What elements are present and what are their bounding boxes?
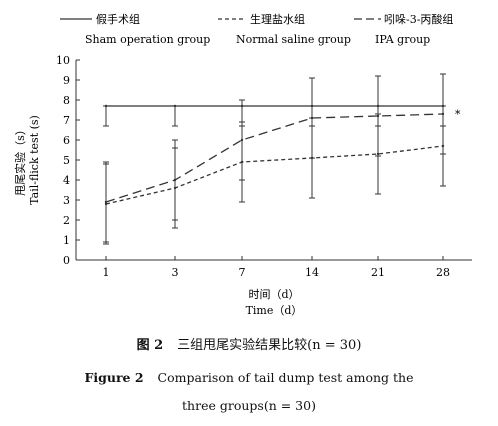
y-ticks: 0 1 2 3 4 5 6 7 8 9 10 (56, 54, 80, 267)
axes (75, 60, 472, 261)
y-tick-label: 6 (63, 134, 70, 147)
y-axis-label-cn: 甩尾实验（s） (13, 124, 27, 196)
legend-label-saline-en: Normal saline group (236, 33, 351, 46)
legend: 假手术组 Sham operation group 生理盐水组 Normal s… (60, 12, 453, 46)
data-point-ipa (173, 178, 177, 182)
legend-item-saline: 生理盐水组 Normal saline group (218, 12, 351, 46)
legend-label-ipa-cn: 吲哚-3-丙酸组 (384, 12, 453, 26)
legend-item-ipa: 吲哚-3-丙酸组 IPA group (354, 12, 453, 46)
caption-en-line2: three groups(n = 30) (0, 398, 498, 413)
y-tick-label: 3 (63, 194, 70, 207)
series-line-ipa (105, 113, 444, 203)
legend-label-saline-cn: 生理盐水组 (250, 12, 305, 26)
caption-en-text-2: three groups(n = 30) (182, 398, 316, 413)
caption-en-figure-number: Figure 2 (84, 370, 144, 385)
caption-cn: 图 2 三组甩尾实验结果比较(n = 30) (0, 334, 498, 353)
y-axis-label: 甩尾实验（s） Tail-flick test (s) (13, 115, 41, 205)
series-line-saline (105, 145, 444, 205)
series-layer (103, 73, 446, 245)
series-ipa (103, 73, 446, 243)
x-axis-label-cn: 时间（d） (248, 288, 299, 301)
y-tick-label: 7 (63, 114, 70, 127)
y-tick-label: 5 (63, 154, 70, 167)
caption-cn-text: 三组甩尾实验结果比较(n = 30) (177, 338, 362, 353)
caption-en-line1: Figure 2 Comparison of tail dump test amo… (0, 370, 498, 385)
series-saline (103, 105, 446, 245)
x-axis-label-en: Time（d） (246, 304, 303, 317)
y-tick-label: 10 (56, 54, 70, 67)
y-tick-label: 2 (63, 214, 70, 227)
caption-en-text: Comparison of tail dump test among the (157, 370, 414, 385)
x-tick-label: 7 (239, 266, 246, 279)
y-tick-label: 4 (63, 174, 70, 187)
legend-label-sham-en: Sham operation group (85, 33, 210, 46)
data-point-ipa (441, 112, 445, 116)
y-tick-label: 0 (63, 254, 70, 267)
data-point-ipa (240, 138, 244, 142)
data-point-ipa (104, 200, 108, 204)
y-axis-label-en: Tail-flick test (s) (28, 115, 41, 205)
y-tick-label: 1 (63, 234, 70, 247)
legend-label-ipa-en: IPA group (375, 33, 430, 46)
y-tick-label: 8 (63, 94, 70, 107)
significance-marker: * (455, 108, 461, 121)
y-tick-label: 9 (63, 74, 70, 87)
x-tick-label: 1 (103, 266, 110, 279)
data-point-ipa (310, 116, 314, 120)
series-sham (103, 104, 446, 127)
tail-flick-chart: 假手术组 Sham operation group 生理盐水组 Normal s… (13, 12, 472, 317)
data-point-ipa (376, 114, 380, 118)
x-tick-label: 21 (371, 266, 385, 279)
x-ticks: 1 3 7 14 21 28 (103, 256, 450, 279)
caption-cn-figure-number: 图 2 (136, 338, 164, 353)
data-point-sham (104, 104, 108, 108)
x-tick-label: 28 (436, 266, 450, 279)
x-tick-label: 3 (172, 266, 179, 279)
legend-label-sham-cn: 假手术组 (96, 12, 140, 26)
x-tick-label: 14 (305, 266, 319, 279)
legend-item-sham: 假手术组 Sham operation group (60, 12, 210, 46)
data-point-sham (173, 104, 177, 108)
